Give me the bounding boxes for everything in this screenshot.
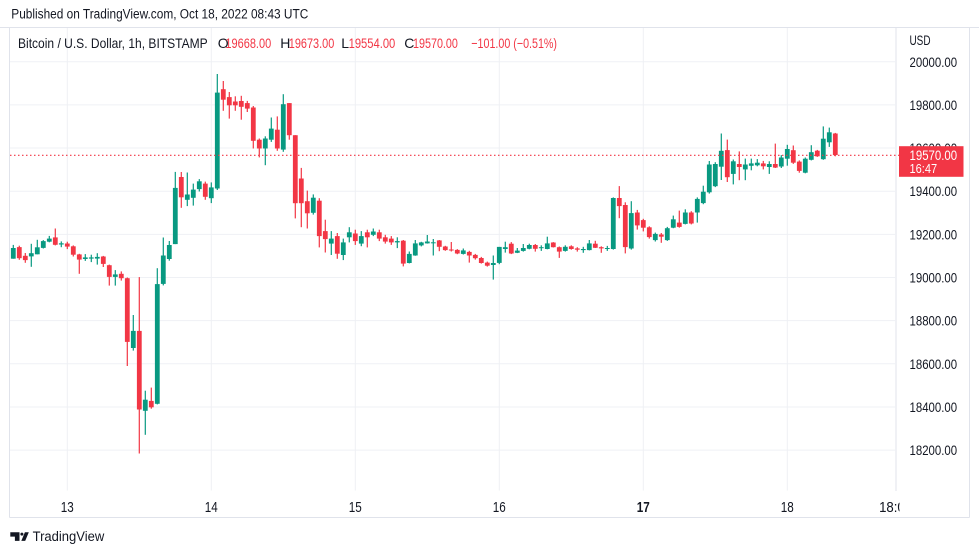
svg-text:16:47: 16:47 xyxy=(910,161,938,176)
svg-text:17: 17 xyxy=(637,499,650,516)
svg-text:TradingView: TradingView xyxy=(33,529,105,544)
svg-text:19668.00: 19668.00 xyxy=(225,35,271,51)
svg-text:16: 16 xyxy=(493,499,506,516)
svg-text:19000.00: 19000.00 xyxy=(910,270,958,286)
svg-text:19200.00: 19200.00 xyxy=(910,226,958,242)
svg-text:15: 15 xyxy=(349,499,362,516)
svg-text:19800.00: 19800.00 xyxy=(910,97,958,113)
svg-text:19400.00: 19400.00 xyxy=(910,183,958,199)
svg-text:L: L xyxy=(341,35,349,51)
svg-text:19570.00: 19570.00 xyxy=(413,35,458,51)
svg-text:USD: USD xyxy=(910,32,931,48)
svg-text:Published on TradingView.com,: Published on TradingView.com, Oct 18, 20… xyxy=(11,7,308,22)
svg-text:18200.00: 18200.00 xyxy=(910,442,958,458)
svg-text:18800.00: 18800.00 xyxy=(910,313,958,329)
svg-text:19570.00: 19570.00 xyxy=(910,147,958,163)
svg-text:Bitcoin / U.S. Dollar, 1h, BIT: Bitcoin / U.S. Dollar, 1h, BITSTAMP xyxy=(18,35,208,51)
svg-text:13: 13 xyxy=(61,499,74,516)
svg-text:C: C xyxy=(404,35,414,51)
svg-text:H: H xyxy=(280,35,290,51)
svg-text:14: 14 xyxy=(205,499,218,516)
svg-text:20000.00: 20000.00 xyxy=(910,54,958,70)
svg-text:O: O xyxy=(218,35,229,51)
svg-text:18600.00: 18600.00 xyxy=(910,356,958,372)
svg-text:19554.00: 19554.00 xyxy=(349,35,396,51)
svg-text:18400.00: 18400.00 xyxy=(910,399,958,415)
svg-text:19673.00: 19673.00 xyxy=(289,35,335,51)
svg-text:−101.00 (−0.51%): −101.00 (−0.51%) xyxy=(471,35,557,51)
svg-text:18: 18 xyxy=(781,499,794,516)
svg-text:18:00: 18:00 xyxy=(879,499,912,516)
